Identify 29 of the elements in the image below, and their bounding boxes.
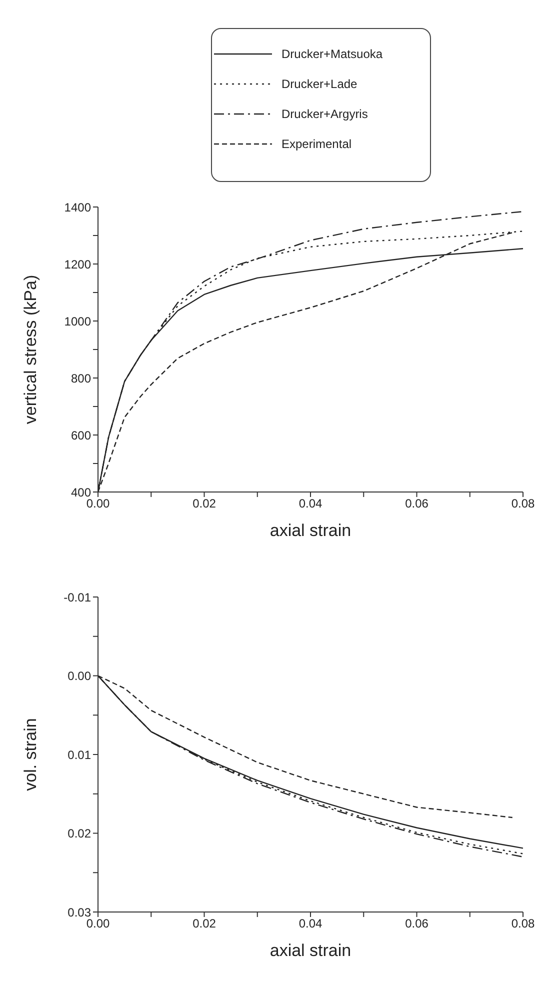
x-axis-title: axial strain xyxy=(270,521,352,540)
y-tick-label: 800 xyxy=(70,371,92,386)
y-tick-label: 1400 xyxy=(64,200,92,214)
y-tick-label: 1000 xyxy=(64,314,92,328)
x-tick-label: 0.08 xyxy=(511,496,535,511)
x-tick-label: 0.04 xyxy=(298,496,322,511)
legend-label: Experimental xyxy=(282,137,352,151)
x-tick-label: 0.08 xyxy=(511,916,535,931)
y-tick-label: 1200 xyxy=(64,257,92,272)
y-tick-label: 0.00 xyxy=(68,669,92,684)
y-axis-title: vertical stress (kPa) xyxy=(21,274,40,424)
y-tick-label: 400 xyxy=(70,485,92,500)
y-tick-label: -0.01 xyxy=(64,590,92,604)
x-tick-label: 0.00 xyxy=(86,496,110,511)
x-tick-label: 0.06 xyxy=(405,916,429,931)
x-tick-label: 0.00 xyxy=(86,916,110,931)
x-tick-label: 0.02 xyxy=(192,916,216,931)
y-tick-label: 0.02 xyxy=(68,826,92,841)
x-axis-title: axial strain xyxy=(270,941,352,960)
x-tick-label: 0.04 xyxy=(298,916,322,931)
legend-label: Drucker+Lade xyxy=(282,77,358,91)
y-tick-label: 0.03 xyxy=(68,905,92,920)
legend-label: Drucker+Argyris xyxy=(282,107,368,121)
y-tick-label: 0.01 xyxy=(68,748,92,762)
x-tick-label: 0.06 xyxy=(405,496,429,511)
legend-label: Drucker+Matsuoka xyxy=(282,47,383,61)
x-tick-label: 0.02 xyxy=(192,496,216,511)
y-axis-title: vol. strain xyxy=(21,718,40,791)
y-tick-label: 600 xyxy=(70,428,92,442)
